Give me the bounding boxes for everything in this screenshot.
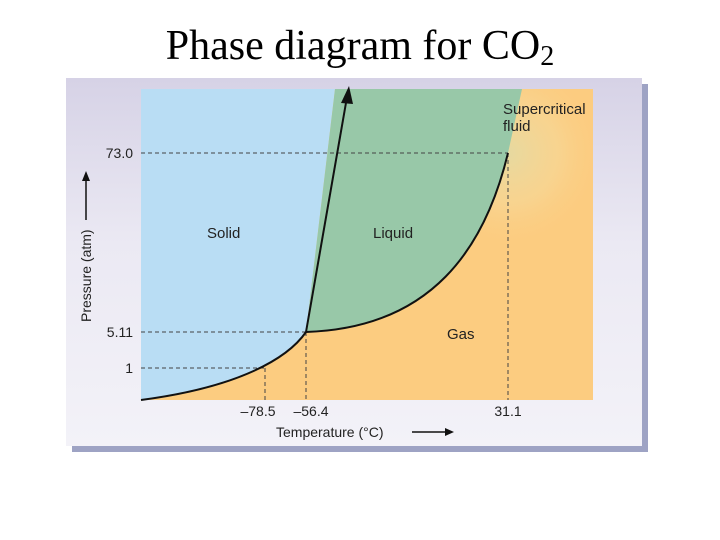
liquid-region [306, 89, 522, 332]
slide-title: Phase diagram for CO2 [0, 20, 720, 83]
sublimation-curve [140, 331, 307, 401]
label-solid: Solid [207, 225, 240, 242]
melting-curve [305, 96, 348, 333]
y-tick-73: 73.0 [106, 145, 133, 161]
y-axis-arrow [82, 171, 90, 220]
label-supercritical: Supercritical [503, 101, 586, 118]
melting-curve-arrowhead [341, 86, 353, 104]
label-liquid: Liquid [373, 225, 413, 242]
label-fluid: fluid [503, 118, 531, 135]
x-tick-minus-56-4: –56.4 [293, 403, 328, 419]
x-axis-arrow [412, 428, 454, 436]
guide-lines [141, 152, 509, 400]
x-axis-label: Temperature (°C) [276, 424, 384, 440]
title-subscript: 2 [540, 41, 555, 72]
x-tick-minus-78-5: –78.5 [240, 403, 275, 419]
y-axis-label: Pressure (atm) [78, 229, 94, 322]
title-text: Phase diagram for CO [165, 23, 541, 69]
label-gas: Gas [447, 326, 475, 343]
solid-region [141, 89, 335, 400]
y-tick-5-11: 5.11 [107, 324, 133, 340]
x-tick-31-1: 31.1 [494, 403, 521, 419]
y-tick-1: 1 [125, 360, 133, 376]
vaporization-curve [305, 152, 509, 333]
